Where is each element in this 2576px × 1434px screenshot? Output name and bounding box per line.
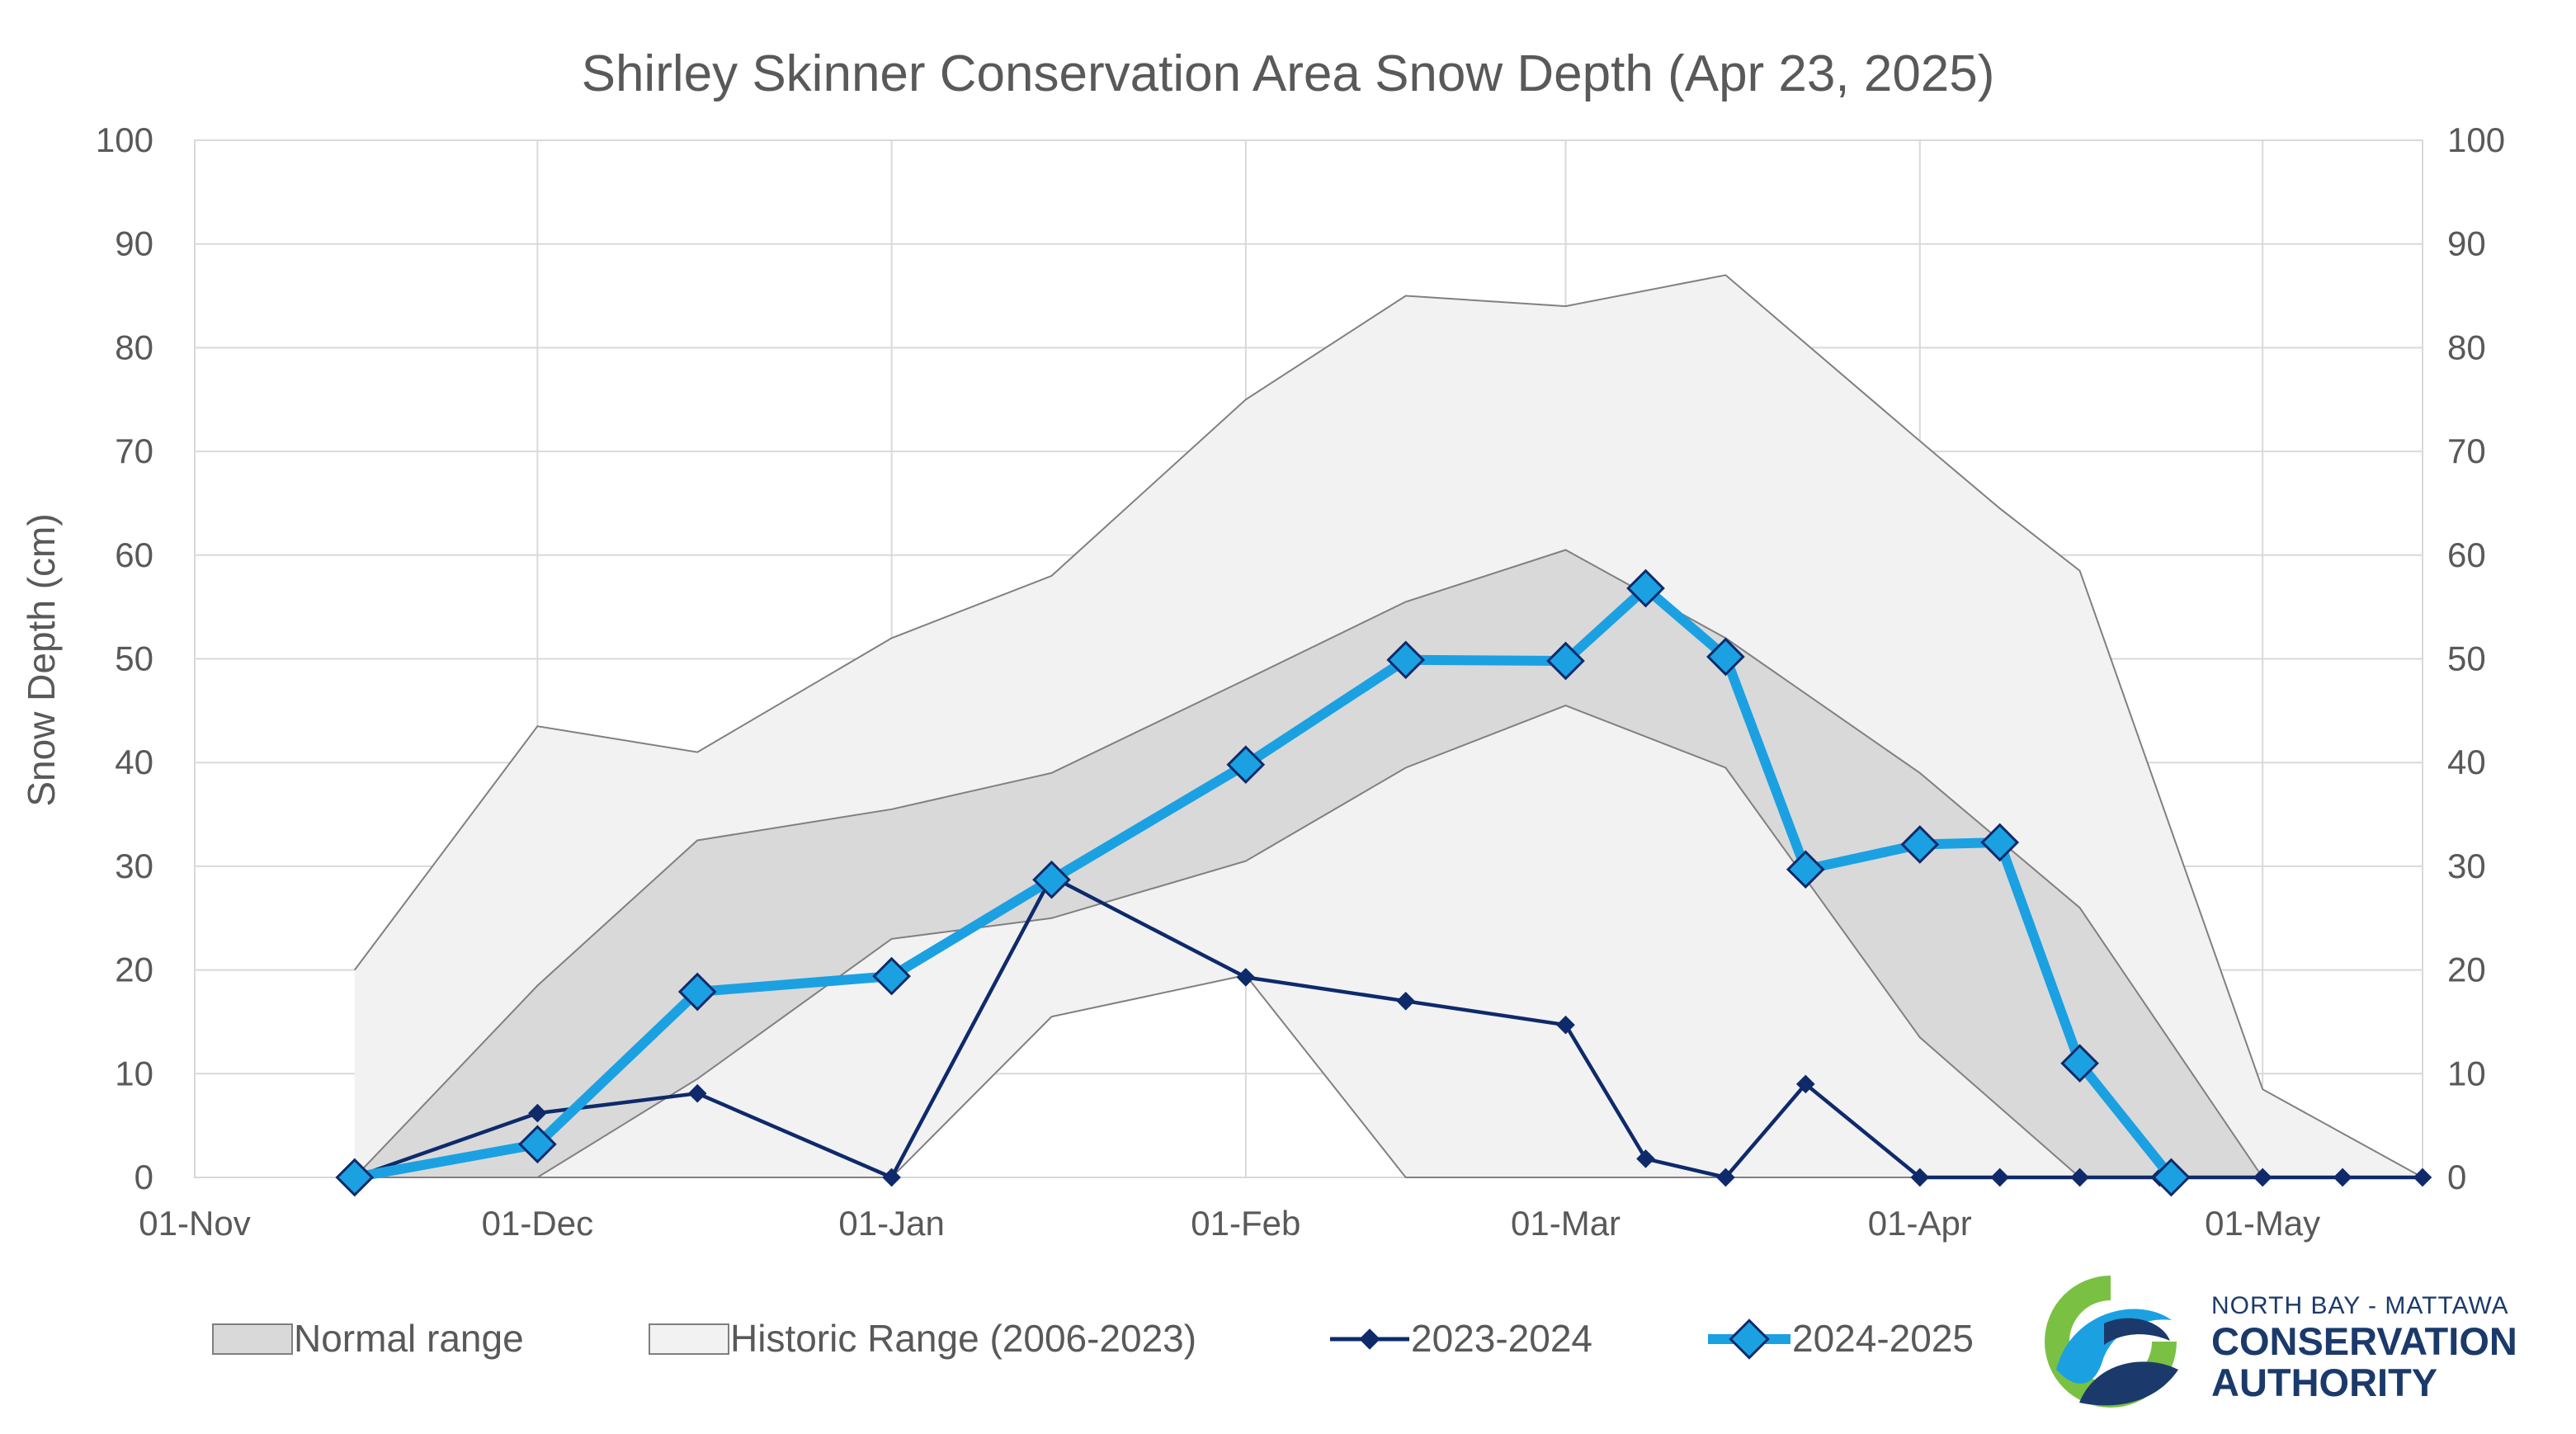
x-tick-label: 01-Jan <box>838 1204 944 1243</box>
x-tick-label: 01-Dec <box>482 1204 593 1243</box>
legend: Normal range Historic Range (2006-2023) … <box>212 1317 1974 1360</box>
data-point-2024-2025 <box>1980 823 2020 862</box>
data-point-2023-2024 <box>1990 1167 2010 1187</box>
data-point-2023-2024 <box>1396 991 1416 1011</box>
data-point-2023-2024 <box>687 1083 707 1103</box>
data-point-2024-2025 <box>1546 641 1585 681</box>
legend-label-normal-range: Normal range <box>294 1317 524 1360</box>
y-tick-label-right: 10 <box>2447 1054 2486 1092</box>
y-tick-label-right: 30 <box>2447 847 2486 885</box>
data-point-2024-2025 <box>677 972 717 1012</box>
data-point-2024-2025 <box>2152 1158 2191 1197</box>
x-tick-label: 01-Apr <box>1868 1204 1972 1243</box>
y-axis-title: Snow Depth (cm) <box>20 513 63 806</box>
line-layer <box>335 568 2432 1197</box>
data-point-2023-2024 <box>882 1167 901 1187</box>
logo-line2: CONSERVATION <box>2211 1319 2517 1363</box>
y-tick-label-right: 100 <box>2447 120 2505 159</box>
y-tick-label-left: 90 <box>115 224 153 263</box>
data-point-2024-2025 <box>2060 1044 2099 1083</box>
data-point-2024-2025 <box>1226 745 1266 785</box>
data-point-2024-2025 <box>518 1125 557 1164</box>
data-point-2024-2025 <box>335 1158 375 1197</box>
data-point-2023-2024 <box>2413 1167 2432 1187</box>
logo-line1: NORTH BAY - MATTAWA <box>2211 1292 2509 1319</box>
data-point-2023-2024 <box>1795 1074 1815 1094</box>
y-tick-label-left: 70 <box>115 432 153 470</box>
legend-label-historic-range: Historic Range (2006-2023) <box>730 1317 1196 1360</box>
y-tick-label-left: 60 <box>115 535 153 574</box>
y-tick-label-right: 80 <box>2447 328 2486 366</box>
band-layer <box>354 274 2423 1178</box>
conservation-authority-logo: NORTH BAY - MATTAWA CONSERVATION AUTHORI… <box>2045 1276 2517 1408</box>
axis-layer: 0 0 10 10 20 20 30 30 40 40 50 50 60 60 70 70 80 80 90 90 10… <box>96 120 2505 1243</box>
legend-item-historic-range: Historic Range (2006-2023) <box>649 1317 1196 1360</box>
y-tick-label-left: 0 <box>134 1158 153 1196</box>
y-tick-label-left: 40 <box>115 743 153 781</box>
y-tick-label-left: 80 <box>115 328 153 366</box>
data-point-2024-2025 <box>1386 640 1426 680</box>
y-tick-label-left: 10 <box>115 1054 153 1092</box>
data-point-2024-2025 <box>1706 637 1745 677</box>
y-tick-label-right: 40 <box>2447 743 2486 781</box>
data-point-2023-2024 <box>1236 968 1256 987</box>
y-tick-label-right: 70 <box>2447 432 2486 470</box>
data-point-2024-2025 <box>1900 825 1940 864</box>
legend-swatch-historic-range <box>649 1323 729 1355</box>
y-tick-label-right: 50 <box>2447 639 2486 678</box>
logo-emblem-icon <box>2045 1276 2178 1408</box>
chart-title: Shirley Skinner Conservation Area Snow D… <box>582 45 1995 102</box>
band-upper-edge-historic-range-2006-2023 <box>354 274 2423 1178</box>
data-point-2023-2024 <box>2253 1167 2272 1187</box>
x-tick-label: 01-May <box>2205 1204 2320 1243</box>
x-tick-label: 01-Mar <box>1511 1204 1621 1243</box>
data-point-2024-2025 <box>1626 568 1665 608</box>
data-point-2023-2024 <box>2070 1167 2089 1187</box>
legend-label-2024-2025: 2024-2025 <box>1792 1317 1974 1360</box>
data-point-2023-2024 <box>1716 1167 1735 1187</box>
legend-label-2023-2024: 2023-2024 <box>1411 1317 1592 1360</box>
legend-item-normal-range: Normal range <box>212 1317 524 1360</box>
y-tick-label-right: 90 <box>2447 224 2486 263</box>
band-normal-range <box>354 550 2263 1177</box>
logo-line3: AUTHORITY <box>2211 1361 2437 1404</box>
band-upper-edge-normal-range <box>354 549 2264 1178</box>
data-point-2023-2024 <box>528 1103 547 1123</box>
y-tick-label-right: 20 <box>2447 950 2486 989</box>
data-point-2024-2025 <box>1032 860 1071 899</box>
data-point-2023-2024 <box>1910 1167 1930 1187</box>
y-tick-label-left: 50 <box>115 639 153 678</box>
y-tick-label-right: 60 <box>2447 535 2486 574</box>
data-point-2023-2024 <box>1556 1015 1575 1035</box>
y-tick-label-right: 0 <box>2447 1158 2466 1196</box>
y-tick-label-left: 100 <box>96 120 153 159</box>
legend-marker-2024-2025 <box>1729 1318 1770 1360</box>
legend-swatch-normal-range <box>212 1323 293 1355</box>
legend-item-2024-2025: 2024-2025 <box>1708 1317 1974 1360</box>
x-tick-label: 01-Nov <box>139 1204 250 1243</box>
data-point-2024-2025 <box>872 956 911 996</box>
data-point-2023-2024 <box>2333 1167 2352 1187</box>
data-point-2024-2025 <box>1786 850 1825 889</box>
y-tick-label-left: 30 <box>115 847 153 885</box>
y-tick-label-left: 20 <box>115 950 153 989</box>
x-tick-label: 01-Feb <box>1191 1204 1300 1243</box>
data-point-2023-2024 <box>1636 1149 1655 1168</box>
